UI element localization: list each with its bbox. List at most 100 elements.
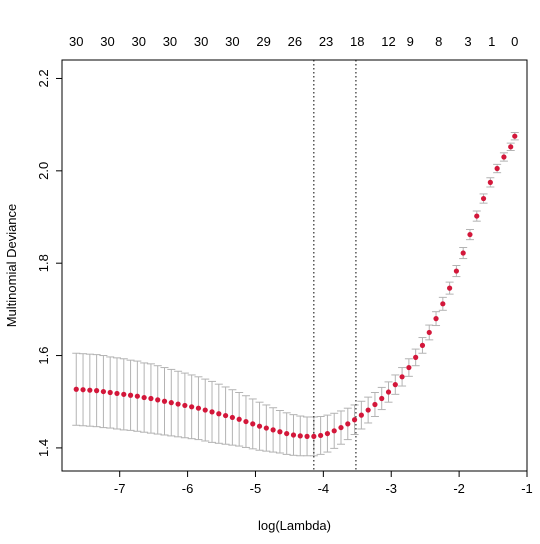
reference-lines [313,60,357,471]
top-axis-label: 30 [163,34,177,49]
data-point [87,387,93,393]
x-tick-label: -1 [521,481,533,496]
data-point [127,392,134,398]
top-axis-label: 30 [225,34,239,49]
top-axis-label: 30 [69,34,83,49]
data-point [440,301,446,307]
data-point [311,433,317,439]
data-point [290,432,297,438]
y-axis: 1.4 1.6 1.8 2.0 2.2 [36,69,62,457]
x-tick-label: -4 [318,481,330,496]
data-point [426,329,432,336]
data-point [501,154,507,160]
top-axis-label: 1 [488,34,495,49]
data-point [351,417,358,423]
data-point [365,407,371,413]
data-point [100,388,107,395]
top-axis-label: 30 [100,34,114,49]
data-point [487,179,493,185]
top-axis-label: 3 [464,34,471,49]
data-point [447,285,453,291]
top-axis-label: 12 [381,34,395,49]
data-point [134,393,140,399]
data-point [331,428,337,434]
data-point [419,342,426,348]
data-point [338,424,344,431]
data-point [216,411,222,417]
data-point [243,418,249,425]
data-point [480,195,487,202]
x-tick-label: -3 [385,481,397,496]
data-point [304,433,310,439]
error-bars [72,132,519,457]
data-point [182,402,188,409]
data-point [202,407,208,413]
top-axis-label: 18 [350,34,364,49]
data-point [345,421,351,427]
data-point [256,423,263,429]
plot-frame [61,59,528,472]
top-axis-label: 0 [511,34,518,49]
data-point [385,389,392,395]
data-point [195,405,202,411]
x-axis-label: log(Lambda) [258,518,331,533]
data-point [433,316,439,322]
data-point [250,421,256,427]
data-point [189,404,195,410]
data-point [168,400,174,406]
data-point [73,386,79,392]
y-tick-label: 1.8 [36,254,51,272]
top-axis-label: 9 [407,34,414,49]
data-point [161,398,168,404]
data-point [80,387,86,393]
data-point [148,395,154,402]
data-point [277,429,283,435]
data-point [512,133,518,139]
top-axis-label: 29 [256,34,270,49]
data-point [94,388,100,394]
data-point [318,432,324,439]
data-point [107,389,113,396]
data-point [121,391,127,397]
data-point [236,416,242,422]
y-tick-label: 2.0 [36,162,51,180]
data-point [508,144,514,150]
data-point [229,414,235,421]
data-point [297,433,303,439]
x-tick-label: -7 [114,481,126,496]
data-point [222,412,229,419]
data-point [284,430,290,437]
x-axis: -7 -6 -5 -4 -3 -2 -1 [114,471,533,496]
top-axis-label: 30 [131,34,145,49]
data-point [399,374,405,380]
data-point [114,390,120,397]
data-point [324,430,331,437]
top-axis: 30 30 30 30 30 30 29 26 23 18 12 9 8 3 1 0 [69,34,518,49]
y-tick-label: 1.6 [36,347,51,365]
y-tick-label: 2.2 [36,69,51,87]
data-point [155,397,161,403]
data-point [263,425,269,431]
data-point [372,401,378,408]
y-axis-label: Multinomial Deviance [4,204,19,328]
data-point [494,165,500,172]
data-point [392,382,398,388]
data-point [270,427,276,433]
x-tick-label: -2 [453,481,465,496]
data-point [379,395,385,402]
top-axis-label: 30 [194,34,208,49]
data-points [73,133,518,439]
data-point [460,250,466,256]
x-tick-label: -5 [250,481,262,496]
data-point [467,231,473,238]
data-point [406,364,412,371]
data-point [453,268,460,274]
data-point [474,213,480,219]
data-point [209,409,215,415]
x-tick-label: -6 [182,481,194,496]
y-tick-label: 1.4 [36,439,51,457]
data-point [175,401,181,407]
data-point [358,412,364,418]
top-axis-label: 26 [288,34,302,49]
